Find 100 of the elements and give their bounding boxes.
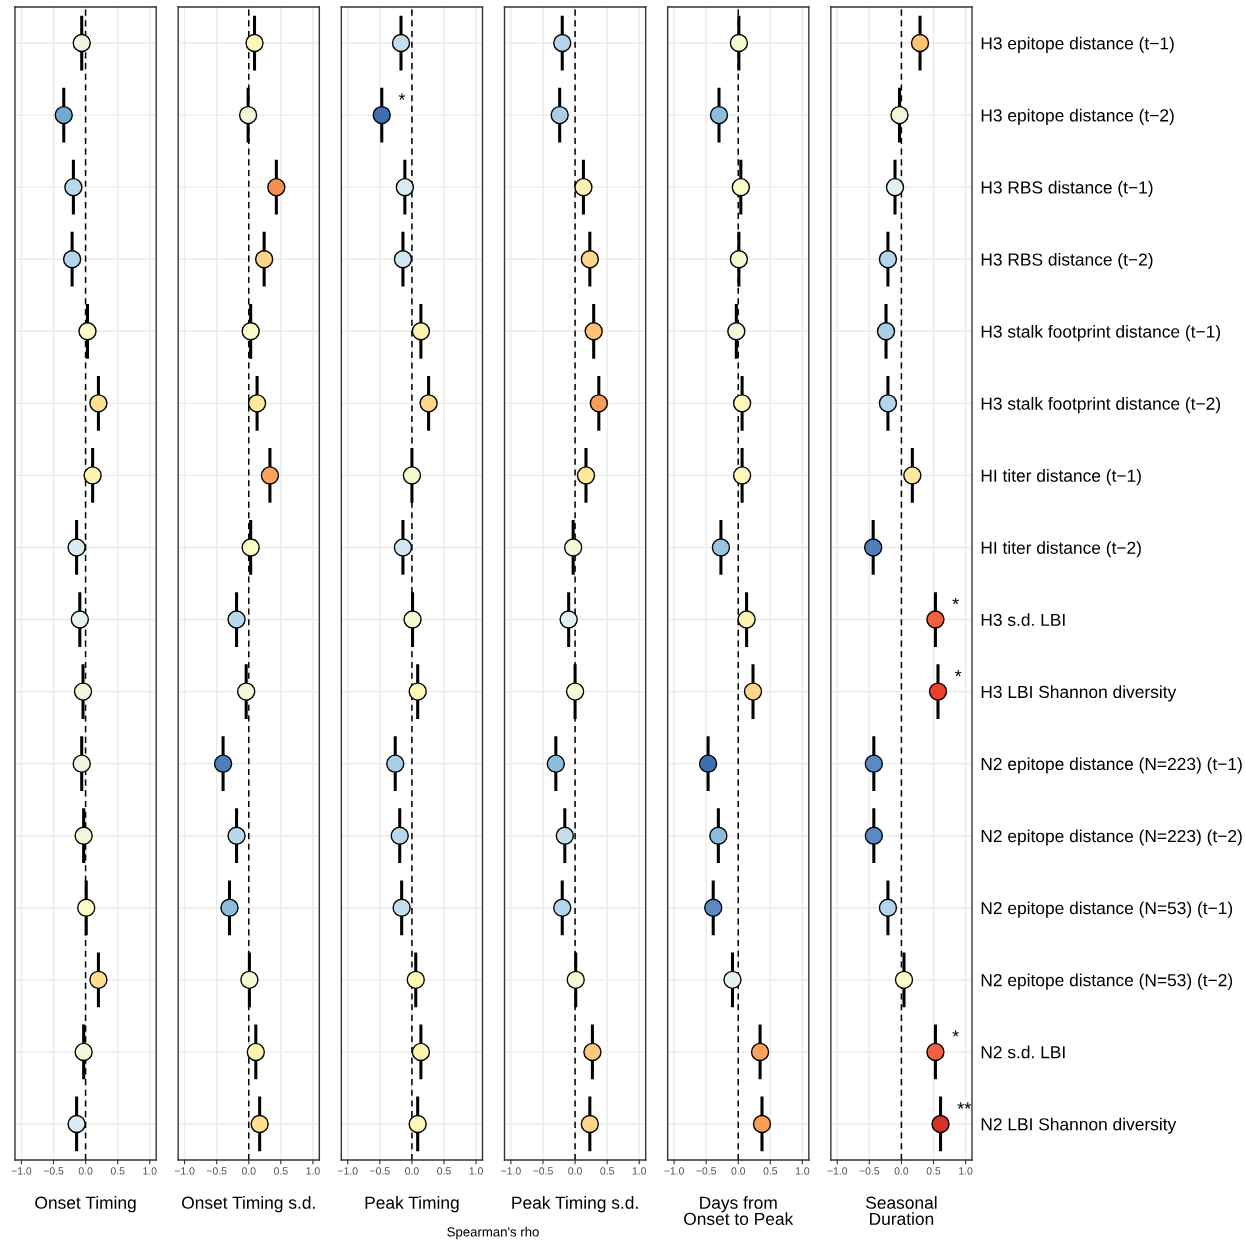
point	[878, 394, 898, 413]
point	[863, 538, 883, 557]
point	[241, 538, 260, 557]
y-tick-label: N2 epitope distance (N=53) (t−2)	[981, 973, 1233, 990]
point	[737, 610, 756, 629]
point	[729, 250, 749, 269]
point	[403, 610, 422, 629]
point	[67, 538, 86, 557]
point	[546, 754, 566, 773]
y-tick-label: H3 RBS distance (t−2)	[981, 252, 1153, 270]
data-label: *	[952, 597, 959, 605]
x-tick-label: 1.0	[795, 1167, 810, 1175]
point	[247, 394, 267, 413]
point	[246, 1042, 266, 1062]
point	[559, 610, 578, 629]
point	[709, 826, 728, 845]
x-tick-label: 0.0	[241, 1167, 256, 1175]
point	[227, 826, 246, 845]
x-tick-label: 0.5	[763, 1167, 778, 1175]
point	[260, 466, 280, 485]
point	[732, 394, 752, 413]
point	[72, 33, 91, 53]
point	[876, 322, 896, 341]
x-tick-label: 1.0	[632, 1167, 647, 1175]
point	[78, 322, 97, 341]
x-tick-label: 0.5	[926, 1167, 941, 1175]
x-tick-label: −1.0	[501, 1167, 521, 1175]
point	[698, 754, 718, 773]
point	[864, 754, 884, 773]
x-tick-label: 0.0	[894, 1167, 909, 1175]
point	[704, 898, 723, 917]
x-tick-label: −0.5	[370, 1167, 390, 1175]
point	[574, 177, 593, 197]
point	[583, 1042, 602, 1062]
point	[408, 682, 427, 701]
point	[566, 970, 585, 990]
x-tick-label: −0.5	[859, 1167, 880, 1175]
x-tick-label: 0.5	[437, 1167, 451, 1175]
x-tick-label: −1.0	[337, 1167, 358, 1175]
x-tick-label: 0.0	[78, 1167, 93, 1175]
point	[576, 466, 596, 485]
point	[245, 33, 264, 53]
x-tick-label: −0.5	[206, 1167, 227, 1175]
point	[372, 105, 391, 125]
point	[72, 754, 91, 773]
point	[890, 105, 909, 125]
point	[711, 538, 731, 557]
x-axis-title: Peak Timing s.d.	[512, 1196, 638, 1213]
y-tick-label: N2 epitope distance (N=223) (t−2)	[981, 829, 1242, 846]
point	[70, 610, 90, 629]
point	[83, 466, 102, 485]
point	[419, 394, 438, 413]
point	[241, 322, 260, 341]
point	[555, 826, 575, 845]
x-tick-label: 1.0	[306, 1167, 320, 1175]
x-tick-label: 1.0	[143, 1167, 157, 1175]
point	[878, 898, 898, 917]
x-tick-label: 0.5	[110, 1167, 125, 1175]
y-tick-label: N2 epitope distance (N=223) (t−1)	[981, 757, 1242, 774]
x-tick-label: 0.5	[274, 1167, 288, 1175]
x-tick-label: 0.0	[731, 1167, 746, 1175]
point	[411, 1042, 431, 1062]
point	[64, 177, 83, 197]
y-tick-label: H3 epitope distance (t−1)	[981, 36, 1174, 53]
x-axis-title: Seasonal Duration	[866, 1196, 937, 1226]
point	[392, 898, 411, 917]
point	[926, 1042, 945, 1062]
point	[563, 538, 583, 557]
point	[709, 105, 729, 125]
x-tick-label: 1.0	[469, 1167, 483, 1175]
point	[931, 1114, 950, 1134]
y-tick-label: N2 LBI Shannon diversity	[981, 1117, 1177, 1134]
point	[62, 250, 82, 269]
point	[220, 898, 239, 917]
point	[894, 970, 914, 990]
x-tick-label: −1.0	[827, 1167, 848, 1175]
x-axis-title: Onset Timing	[35, 1196, 136, 1213]
point	[236, 682, 256, 701]
point	[752, 1114, 772, 1134]
point	[74, 1042, 93, 1062]
point	[54, 105, 73, 125]
point	[729, 33, 749, 53]
point	[732, 466, 752, 485]
point	[553, 898, 572, 917]
point	[928, 682, 948, 701]
point	[550, 105, 569, 125]
point	[77, 898, 96, 917]
point	[750, 1042, 770, 1062]
y-tick-label: H3 stalk footprint distance (t−1)	[981, 324, 1221, 342]
point	[238, 105, 258, 125]
point	[227, 610, 246, 629]
point	[254, 250, 274, 269]
point	[390, 826, 409, 845]
point	[589, 394, 609, 413]
point	[250, 1114, 269, 1134]
x-tick-label: 0.5	[600, 1167, 614, 1175]
y-tick-label: HI titer distance (t−1)	[981, 469, 1141, 486]
point	[240, 970, 259, 990]
y-tick-label: H3 stalk footprint distance (t−2)	[981, 397, 1221, 414]
point	[406, 970, 425, 990]
